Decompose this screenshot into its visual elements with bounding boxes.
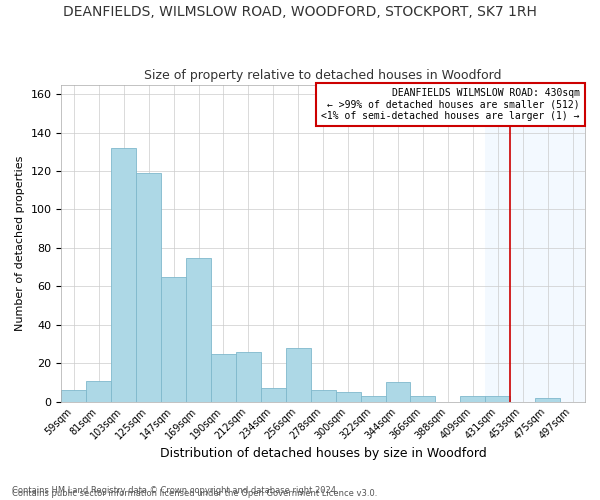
Bar [485, 396, 510, 402]
Bar [311, 390, 335, 402]
Bar [261, 388, 286, 402]
Y-axis label: Number of detached properties: Number of detached properties [15, 156, 25, 331]
Bar [485, 84, 585, 402]
Bar [61, 390, 86, 402]
Title: Size of property relative to detached houses in Woodford: Size of property relative to detached ho… [145, 69, 502, 82]
Bar [86, 380, 111, 402]
Bar [460, 396, 485, 402]
Bar [186, 258, 211, 402]
Bar [111, 148, 136, 402]
Bar [161, 276, 186, 402]
Bar [236, 352, 261, 402]
Text: Contains public sector information licensed under the Open Government Licence v3: Contains public sector information licen… [12, 488, 377, 498]
Bar [286, 348, 311, 402]
Bar [136, 173, 161, 402]
Bar [535, 398, 560, 402]
Bar [335, 392, 361, 402]
Text: Contains HM Land Registry data © Crown copyright and database right 2024.: Contains HM Land Registry data © Crown c… [12, 486, 338, 495]
Bar [410, 396, 436, 402]
Text: DEANFIELDS WILMSLOW ROAD: 430sqm
← >99% of detached houses are smaller (512)
<1%: DEANFIELDS WILMSLOW ROAD: 430sqm ← >99% … [321, 88, 580, 121]
Bar [361, 396, 386, 402]
Text: DEANFIELDS, WILMSLOW ROAD, WOODFORD, STOCKPORT, SK7 1RH: DEANFIELDS, WILMSLOW ROAD, WOODFORD, STO… [63, 5, 537, 19]
Bar [211, 354, 236, 402]
Bar [386, 382, 410, 402]
X-axis label: Distribution of detached houses by size in Woodford: Distribution of detached houses by size … [160, 447, 487, 460]
